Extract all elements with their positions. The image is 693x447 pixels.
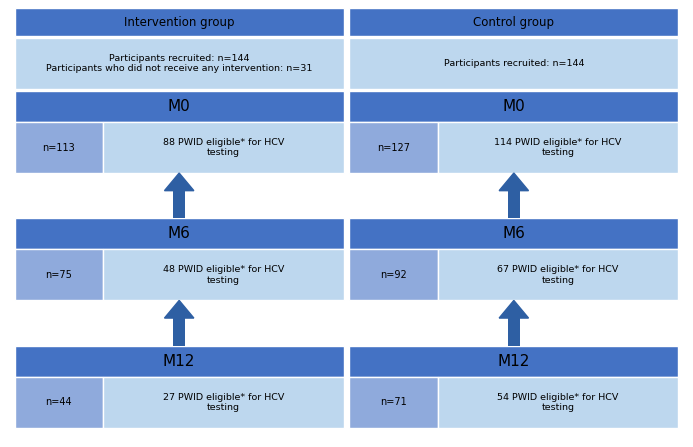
Bar [173,191,185,218]
Bar [103,122,344,173]
Text: n=113: n=113 [42,143,76,152]
Bar [349,249,438,300]
Text: Intervention group: Intervention group [124,16,234,29]
Text: 48 PWID eligible* for HCV
testing: 48 PWID eligible* for HCV testing [163,265,284,285]
Text: Control group: Control group [473,16,554,29]
Bar [508,191,520,218]
Bar [15,91,344,122]
Bar [15,249,103,300]
Text: M0: M0 [502,99,525,114]
Bar [15,218,344,249]
Bar [103,249,344,300]
Bar [15,8,344,36]
Polygon shape [164,300,194,318]
Text: 27 PWID eligible* for HCV
testing: 27 PWID eligible* for HCV testing [163,392,284,412]
Bar [15,38,344,89]
Bar [438,377,678,428]
Bar [349,8,678,36]
Bar [349,122,438,173]
Bar [103,377,344,428]
Bar [349,91,678,122]
Text: M6: M6 [502,226,525,241]
Text: M12: M12 [163,354,195,369]
Polygon shape [164,173,194,191]
Text: n=127: n=127 [377,143,410,152]
Text: Participants recruited: n=144: Participants recruited: n=144 [444,59,584,68]
Polygon shape [499,300,529,318]
Text: 67 PWID eligible* for HCV
testing: 67 PWID eligible* for HCV testing [498,265,619,285]
Text: n=71: n=71 [380,397,407,407]
Bar [15,346,344,377]
Text: 114 PWID eligible* for HCV
testing: 114 PWID eligible* for HCV testing [494,138,622,157]
Text: 88 PWID eligible* for HCV
testing: 88 PWID eligible* for HCV testing [163,138,284,157]
Text: n=75: n=75 [46,270,72,280]
Text: M6: M6 [168,226,191,241]
Bar [349,38,678,89]
Bar [15,122,103,173]
Text: 54 PWID eligible* for HCV
testing: 54 PWID eligible* for HCV testing [498,392,619,412]
Bar [15,377,103,428]
Text: Participants recruited: n=144
Participants who did not receive any intervention:: Participants recruited: n=144 Participan… [46,54,313,73]
Bar [508,318,520,346]
Text: n=92: n=92 [380,270,407,280]
Bar [173,318,185,346]
Text: M0: M0 [168,99,191,114]
Bar [349,218,678,249]
Bar [438,249,678,300]
Bar [438,122,678,173]
Text: n=44: n=44 [46,397,72,407]
Polygon shape [499,173,529,191]
Text: M12: M12 [498,354,530,369]
Bar [349,346,678,377]
Bar [349,377,438,428]
